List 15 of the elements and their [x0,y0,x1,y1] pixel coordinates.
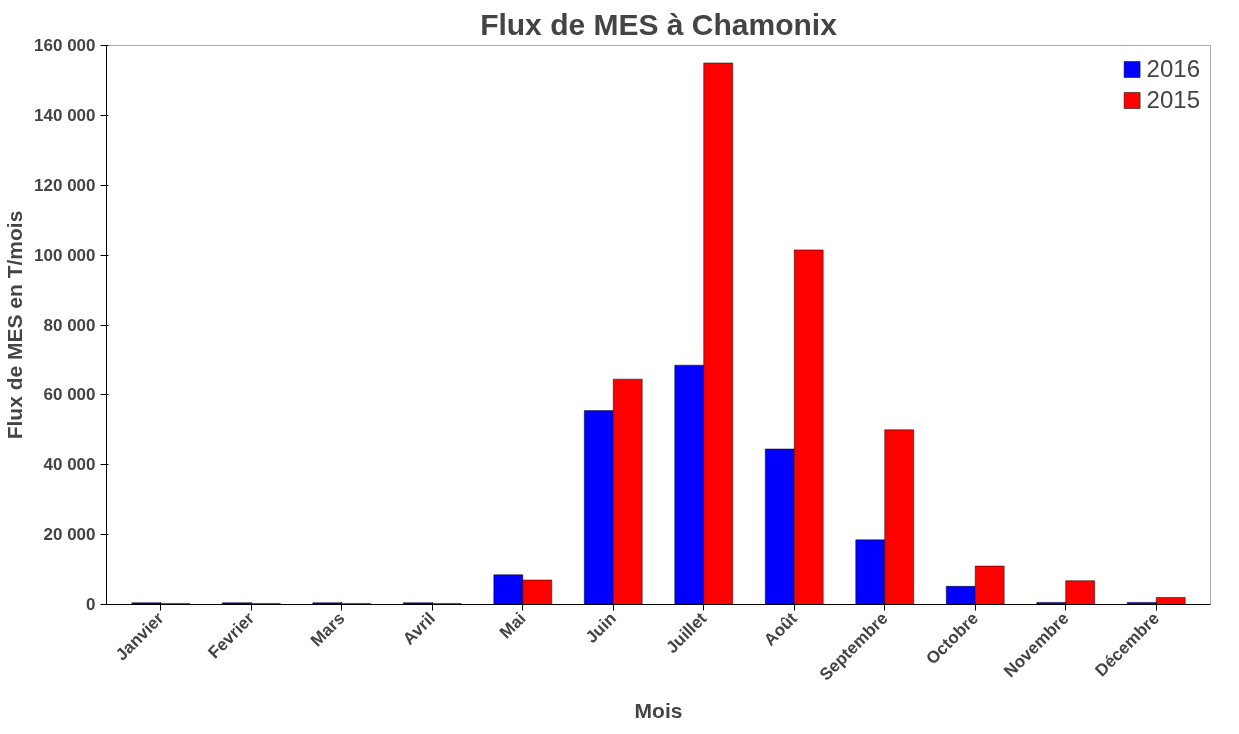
x-tick-label: Mai [496,608,530,643]
y-tick-label: 40 000 [43,455,96,475]
y-tick-label: 0 [86,595,96,614]
x-axis-title: Mois [634,699,683,723]
y-axis-title: Flux de MES en T/mois [3,210,27,440]
y-tick-label: 60 000 [43,385,96,405]
chart-title: Flux de MES à Chamonix [480,7,838,41]
y-tick-label: 120 000 [34,175,96,195]
legend-label: 2015 [1146,86,1200,114]
legend-label: 2016 [1146,55,1200,83]
y-tick-label: 80 000 [43,315,96,335]
y-tick-label: 140 000 [34,105,96,125]
y-tick-label: 100 000 [34,245,96,265]
y-tick-label: 160 000 [34,36,96,55]
y-tick-label: 20 000 [43,525,96,545]
